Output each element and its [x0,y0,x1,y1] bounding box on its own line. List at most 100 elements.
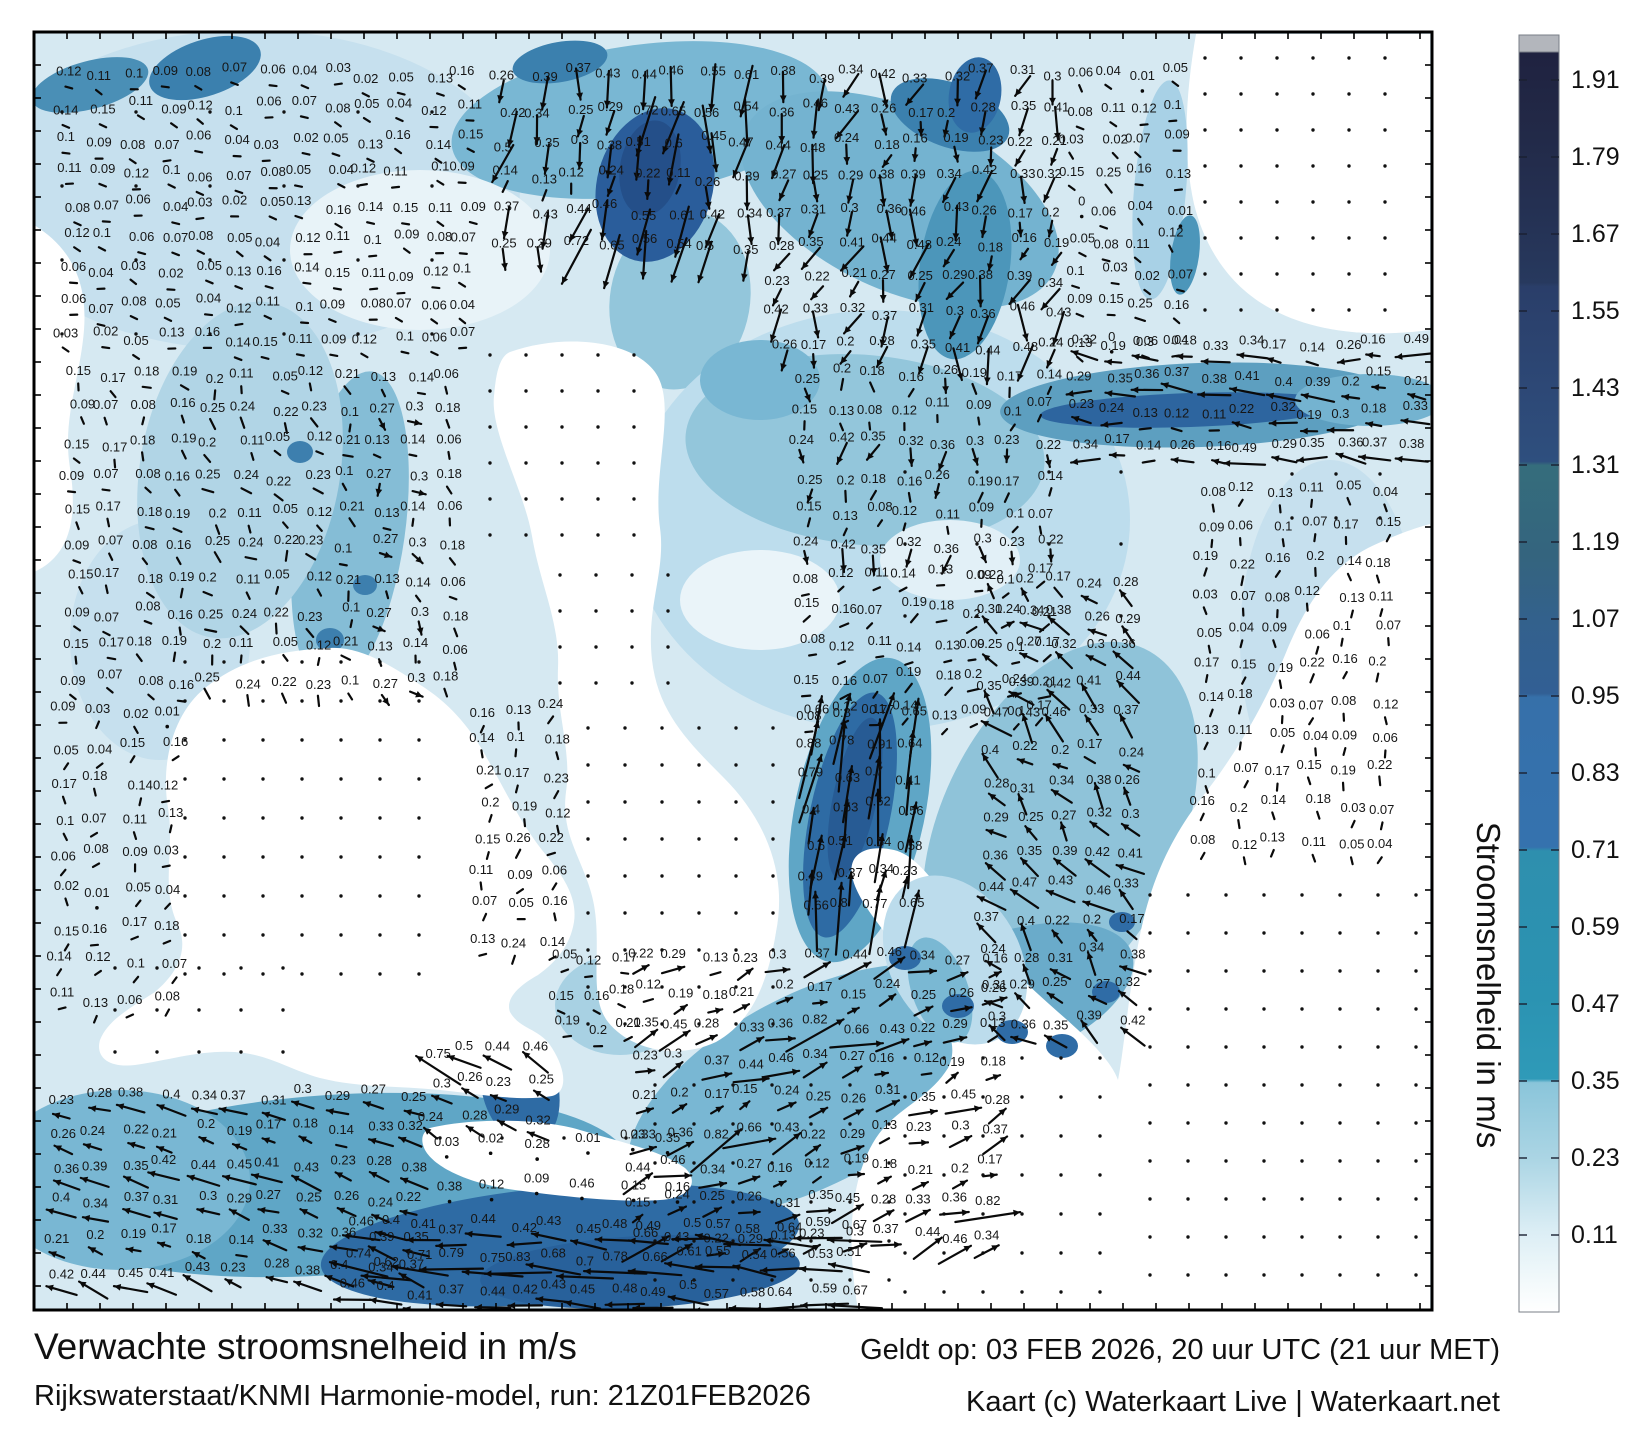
grid-dot [903,1095,907,1099]
grid-dot [134,110,138,114]
grid-dot [300,972,304,976]
grid-dot [660,1022,664,1026]
speed-label: 0.2 [670,1084,688,1099]
speed-label: 0.12 [892,403,917,418]
speed-label: 0.16 [542,893,567,908]
grid-dot [692,1278,696,1282]
speed-label: 0.14 [1038,468,1063,483]
grid-dot [417,777,421,781]
grid-dot [1338,1159,1342,1163]
current-arrow-head [80,1176,89,1184]
sea-patch [1170,215,1200,295]
grid-dot [488,461,492,465]
grid-dot [339,777,343,781]
grid-dot [903,542,907,546]
current-arrow-shaft [73,246,82,253]
current-arrow-head [943,258,951,267]
speed-label: 0.1 [93,225,111,240]
current-arrow-head [858,1242,867,1249]
speed-label: 0.4 [1275,374,1293,389]
current-arrow-shaft [1210,538,1214,549]
current-arrow-shaft [93,1014,98,1024]
current-arrow-head [854,1066,862,1073]
current-arrow-shaft [808,653,818,657]
speed-label: 0.17 [1028,561,1053,576]
speed-label: 0.18 [981,1054,1006,1069]
current-arrow-head [128,1141,136,1149]
grid-dot [653,1083,657,1087]
current-arrow-shaft [415,1054,462,1086]
speed-label: 0.16 [767,1160,792,1175]
current-arrow-head [436,1242,443,1250]
speed-label: 0.29 [942,1016,967,1031]
grid-dot [903,1290,907,1294]
grid-dot [1334,516,1338,520]
current-arrow-head [909,730,916,739]
speed-label: 0.07 [93,397,118,412]
speed-label: 0.19 [172,363,197,378]
grid-dot [1347,128,1351,132]
current-arrow-head [556,1273,564,1280]
grid-dot [524,353,528,357]
speed-label: 0.11 [326,228,350,243]
speed-label: 0.27 [256,1187,281,1202]
grid-dot [560,389,564,393]
colorbar-tick-label: 0.59 [1571,913,1620,941]
grid-dot [770,1122,774,1126]
speed-label: 0.11 [288,331,312,346]
speed-label: 0.07 [94,610,119,625]
speed-label: 0.24 [774,1082,799,1097]
current-arrow-head [675,1062,683,1069]
speed-label: 0.3 [1087,636,1105,651]
grid-dot [1300,1235,1304,1239]
speed-label: 0.78 [829,733,854,748]
speed-label: 0.43 [880,1021,905,1036]
speed-label: 0.6 [665,135,683,150]
speed-label: 0.43 [834,101,859,116]
grid-dot [594,645,598,649]
speed-label: 0.27 [1085,976,1110,991]
speed-label: 0.22 [273,404,298,419]
speed-label: 0.37 [805,946,830,961]
speed-label: 0.37 [494,199,519,214]
speed-label: 0.28 [984,775,1009,790]
current-arrow-head [116,1103,125,1110]
speed-label: 0.24 [599,162,624,177]
current-arrow-head [843,157,851,164]
current-arrow-head [959,1035,967,1043]
grid-dot [1338,1007,1342,1011]
current-arrow-head [808,870,816,878]
speed-label: 0.07 [863,671,888,686]
speed-label: 0.16 [899,369,924,384]
current-arrow-head [644,1173,653,1181]
current-arrow-shaft [64,897,69,907]
current-arrow-shaft [806,517,812,528]
grid-dot [903,1173,907,1177]
speed-label: 0.55 [701,63,726,78]
current-arrow-head [1015,993,1023,1001]
grid-dot [697,763,701,767]
current-arrow-head [695,1233,704,1240]
speed-label: 0.08 [155,989,180,1004]
speed-label: 0.18 [872,1156,897,1171]
speed-label: 0.39 [1052,843,1077,858]
current-arrow-shaft [1099,225,1109,230]
speed-label: 0.23 [486,1074,511,1089]
current-arrow-shaft [141,557,149,566]
speed-label: 0.08 [1067,104,1092,119]
grid-dot [903,1251,907,1255]
current-arrow-head [1071,350,1079,357]
speed-label: 0.02 [478,1130,503,1145]
speed-label: 0.59 [806,1214,831,1229]
grid-dot [1414,969,1418,973]
grid-dot [1224,1121,1228,1125]
current-arrow-shaft [194,149,204,154]
grid-dot [981,1290,985,1294]
current-arrow-head [963,1245,971,1253]
current-arrow-shaft [1394,352,1432,359]
current-arrow-head [819,999,827,1007]
current-arrow-head [840,565,847,573]
speed-label: 0.39 [809,71,834,86]
grid-dot [1186,1235,1190,1239]
speed-label: 0.47 [1012,875,1037,890]
